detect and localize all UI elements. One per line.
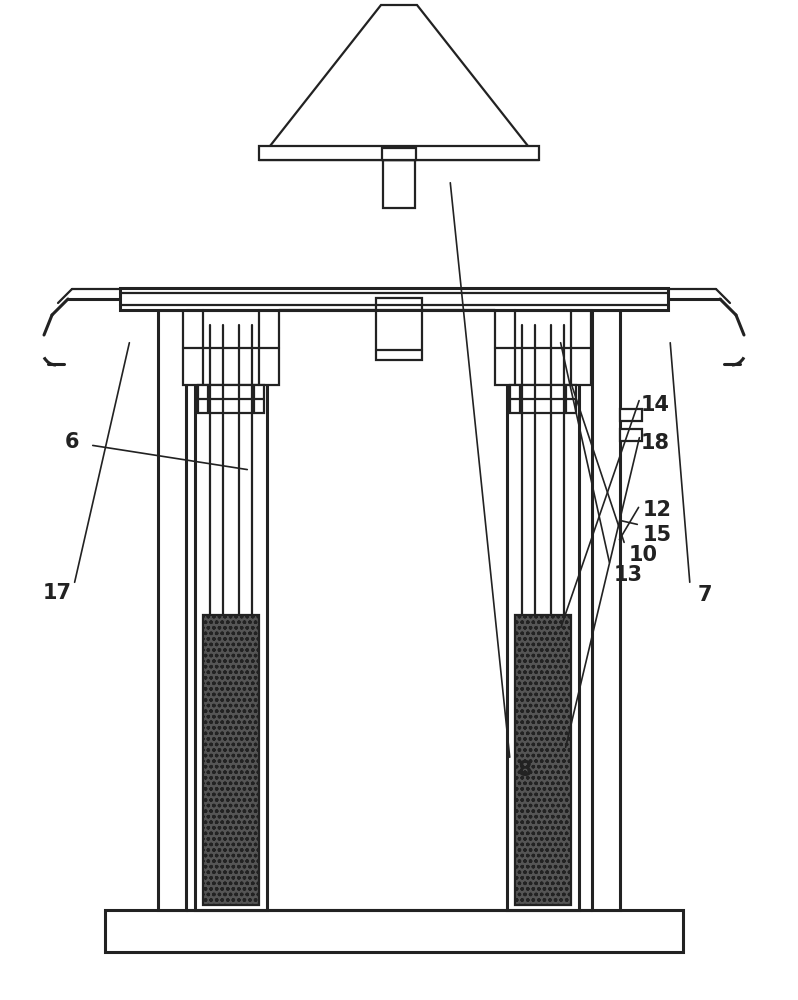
Text: 18: 18: [641, 433, 670, 453]
Bar: [259, 146, 539, 160]
Bar: [120, 288, 668, 310]
Bar: [507, 310, 579, 910]
Text: 15: 15: [642, 525, 672, 545]
Text: 12: 12: [642, 500, 671, 520]
Bar: [620, 429, 642, 441]
Bar: [183, 310, 279, 385]
Text: 7: 7: [697, 585, 713, 605]
Bar: [105, 910, 683, 952]
Text: 6: 6: [65, 432, 79, 452]
Bar: [515, 615, 571, 905]
Polygon shape: [259, 5, 539, 160]
Bar: [198, 385, 264, 413]
Bar: [620, 409, 642, 421]
Bar: [592, 310, 620, 910]
Bar: [158, 310, 186, 910]
Bar: [376, 298, 422, 360]
Text: 10: 10: [629, 545, 658, 565]
Text: 14: 14: [641, 395, 670, 415]
Bar: [510, 385, 576, 413]
Text: 17: 17: [42, 583, 72, 603]
Bar: [382, 148, 416, 160]
Bar: [383, 160, 415, 208]
Text: 13: 13: [614, 565, 642, 585]
Bar: [495, 310, 591, 385]
Bar: [195, 310, 267, 910]
Text: 8: 8: [518, 760, 532, 780]
Bar: [203, 615, 259, 905]
